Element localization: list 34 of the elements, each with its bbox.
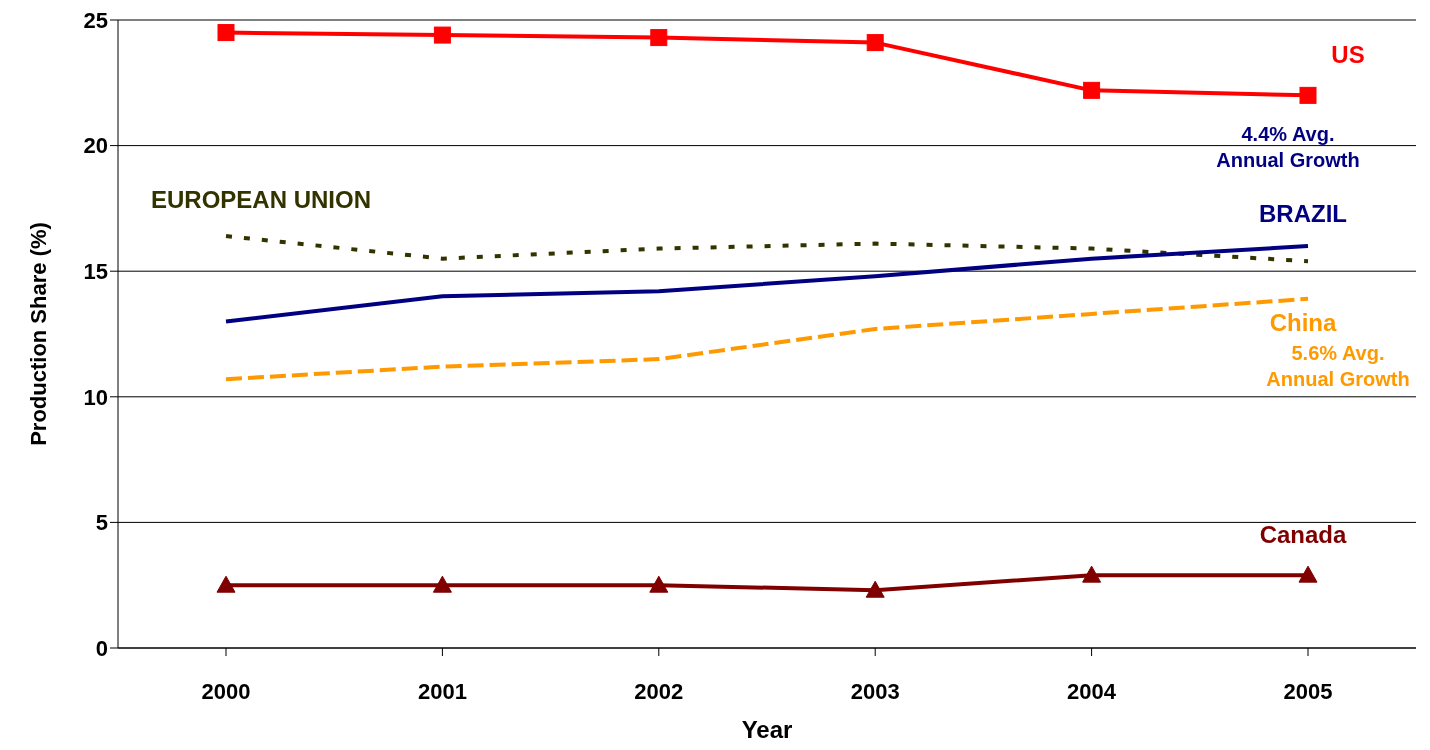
- point: [1298, 565, 1318, 583]
- series-label: US: [1331, 41, 1365, 69]
- x-tick-label: 2001: [417, 678, 467, 704]
- point: [1083, 81, 1101, 99]
- y-tick-label: 20: [83, 133, 108, 159]
- y-axis-title: Production Share (%): [25, 222, 51, 446]
- y-tick-label: 0: [95, 635, 108, 661]
- annotation: 4.4% Avg. Annual Growth: [1216, 123, 1360, 171]
- y-tick-label: 5: [95, 510, 108, 536]
- point: [1299, 86, 1317, 104]
- x-axis-title: Year: [741, 716, 793, 743]
- annotation: 5.6% Avg. Annual Growth: [1266, 342, 1410, 390]
- series-label: EUROPEAN UNION: [151, 186, 372, 214]
- y-tick-label: 10: [83, 384, 108, 410]
- series-label: BRAZIL: [1259, 200, 1347, 228]
- series-label: Canada: [1259, 521, 1347, 549]
- point: [216, 575, 236, 593]
- point: [432, 575, 452, 593]
- point: [1082, 565, 1102, 583]
- y-tick-label: 15: [83, 259, 108, 285]
- point: [217, 24, 235, 42]
- x-tick-label: 2002: [634, 678, 684, 704]
- x-tick-label: 2003: [850, 678, 900, 704]
- x-tick-label: 2004: [1067, 678, 1117, 704]
- series-label: China: [1269, 308, 1337, 336]
- x-tick-label: 2000: [201, 678, 251, 704]
- x-tick-label: 2005: [1283, 678, 1333, 704]
- point: [649, 575, 669, 593]
- point: [865, 580, 885, 598]
- y-tick-label: 25: [83, 7, 108, 33]
- point: [866, 34, 884, 52]
- point: [433, 26, 451, 44]
- point: [650, 29, 668, 47]
- line-series: [224, 234, 1310, 264]
